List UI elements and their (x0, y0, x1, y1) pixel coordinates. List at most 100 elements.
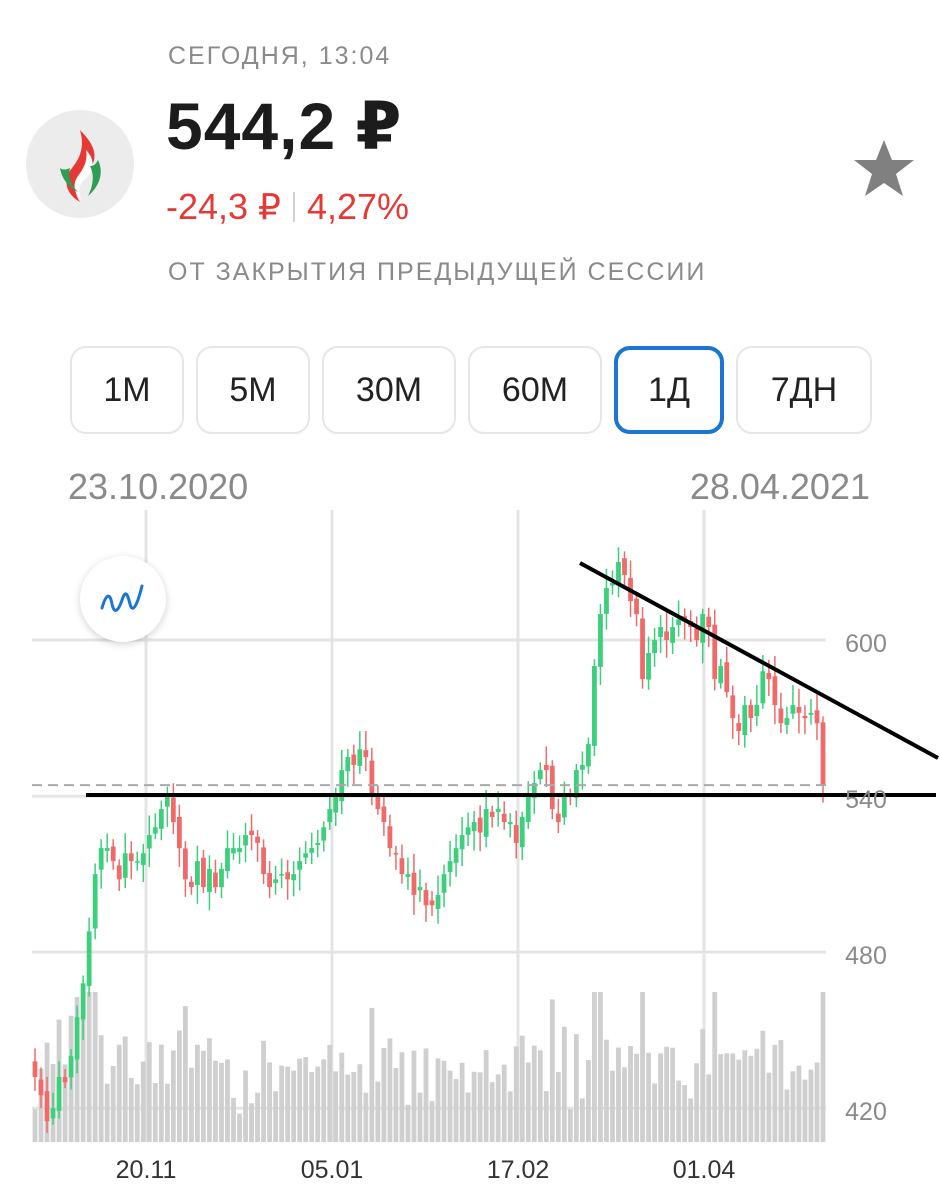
volume-bar (134, 1084, 140, 1142)
candle-body (640, 618, 645, 680)
candle-body (357, 749, 363, 766)
volume-bar (808, 1069, 814, 1142)
period-7d-button[interactable]: 7ДН (736, 346, 872, 434)
period-30m-button[interactable]: 30М (322, 346, 456, 434)
price-change: -24,3 ₽ 4,27% (166, 186, 409, 228)
candle-body (315, 842, 321, 846)
change-absolute: -24,3 ₽ (166, 186, 281, 227)
y-tick-label: 600 (845, 630, 887, 658)
volume-bar (243, 1070, 248, 1142)
candle-body (351, 754, 357, 765)
candle-body (345, 757, 351, 772)
candle-body (122, 853, 128, 878)
candle-body (676, 619, 682, 626)
candle-body (549, 765, 555, 810)
volume-bar (766, 1072, 772, 1142)
volume-bar (315, 1066, 321, 1142)
volume-bar (201, 1050, 206, 1142)
price-chart[interactable]: 420 480 540 600 20.11 05.01 17.02 01.04 (0, 510, 940, 1200)
volume-bar (170, 1050, 176, 1142)
candle-body (543, 764, 549, 771)
candle-body (513, 825, 519, 843)
volume-bar (213, 1060, 218, 1142)
candle-body (188, 881, 194, 888)
candle-body (158, 809, 164, 829)
candle-body (736, 723, 742, 732)
y-tick-label: 540 (845, 786, 887, 814)
candle-body (86, 931, 92, 987)
volume-bar (273, 1091, 279, 1142)
volume-bar (549, 999, 555, 1142)
current-price: 544,2 ₽ (166, 89, 403, 163)
candle-body (555, 813, 561, 823)
favorite-button[interactable] (852, 136, 916, 200)
candle-body (471, 822, 477, 832)
flame-logo-icon (26, 110, 134, 218)
volume-bar (381, 1047, 387, 1142)
candle-body (116, 865, 122, 880)
volume-bar (435, 1058, 441, 1142)
candle-body (495, 809, 501, 812)
volume-bars (32, 992, 826, 1142)
period-selector: 1М 5М 30М 60М 1Д 7ДН (70, 346, 872, 434)
volume-bar (718, 1054, 724, 1142)
volume-bar (579, 1098, 585, 1142)
candle-body (712, 624, 718, 680)
volume-bar (610, 1070, 615, 1142)
volume-bar (146, 1042, 152, 1142)
volume-bar (363, 1092, 369, 1142)
candle-body (92, 874, 98, 929)
volume-bar (333, 1071, 339, 1142)
volume-bar (110, 1065, 116, 1142)
candle-body (658, 627, 663, 638)
volume-bar (772, 1044, 778, 1142)
period-60m-button[interactable]: 60М (468, 346, 602, 434)
line-chart-toggle[interactable] (80, 556, 166, 642)
candle-body (291, 874, 297, 881)
candle-body (760, 671, 766, 704)
candle-body (225, 848, 230, 872)
change-percent: 4,27% (306, 186, 410, 227)
period-5m-button[interactable]: 5М (196, 346, 310, 434)
candle-body (694, 627, 700, 641)
volume-bar (195, 1044, 200, 1142)
candle-body (573, 770, 579, 798)
volume-bar (291, 1070, 297, 1142)
candle-body (152, 827, 158, 834)
volume-bar (465, 1092, 471, 1142)
candle-body (423, 890, 429, 906)
volume-bar (207, 1038, 212, 1142)
volume-bar (188, 1067, 194, 1142)
period-1d-button[interactable]: 1Д (614, 346, 724, 434)
volume-bar (345, 1074, 351, 1142)
candle-body (742, 705, 748, 736)
volume-bar (471, 1071, 477, 1142)
volume-bar (429, 1101, 435, 1142)
volume-bar (778, 1040, 784, 1142)
volume-bar (694, 1063, 700, 1142)
candle-body (297, 861, 303, 870)
candle-body (610, 582, 615, 586)
candle-body (531, 783, 537, 799)
volume-bar (393, 1067, 399, 1142)
volume-bar (537, 1050, 543, 1142)
candle-body (285, 872, 291, 880)
candle-body (664, 631, 670, 641)
volume-bar (567, 1109, 573, 1142)
y-tick-label: 480 (845, 942, 887, 970)
volume-bar (327, 1044, 333, 1142)
volume-bar (453, 1079, 459, 1142)
period-1m-button[interactable]: 1М (70, 346, 184, 434)
volume-bar (724, 1053, 730, 1142)
candle-body (417, 887, 423, 891)
volume-bar (706, 1074, 712, 1142)
volume-bar (790, 1071, 796, 1142)
volume-bar (489, 1082, 495, 1142)
volume-bar (676, 1080, 682, 1142)
volume-bar (164, 1083, 170, 1142)
x-tick-label: 05.01 (301, 1156, 364, 1184)
candle-body (375, 795, 381, 810)
candle-body (243, 835, 248, 846)
candle-body (646, 653, 651, 680)
candle-body (273, 879, 279, 883)
